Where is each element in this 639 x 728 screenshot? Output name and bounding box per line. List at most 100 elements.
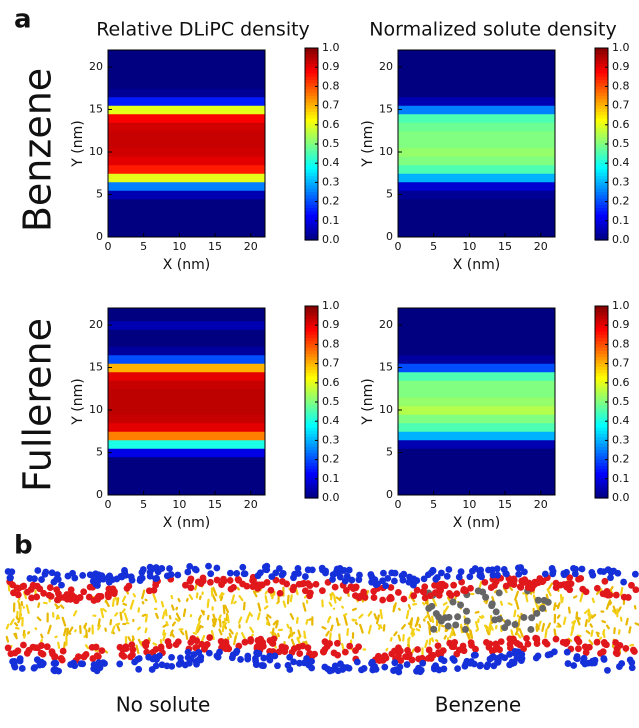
lipid-tail	[234, 602, 235, 603]
heat-band	[398, 329, 555, 338]
lipid-tail	[323, 627, 326, 628]
heat-band	[108, 440, 265, 449]
heat-band	[398, 363, 555, 372]
colorbar-tick-label: 0.4	[612, 156, 630, 169]
headgroup	[515, 564, 522, 571]
lipid-tail	[113, 599, 114, 606]
lipid-tail	[621, 618, 622, 621]
x-tick-label: 15	[498, 240, 512, 253]
headgroup	[78, 660, 85, 667]
heat-band	[398, 224, 555, 233]
headgroup	[38, 576, 45, 583]
lipid-tail	[284, 602, 286, 607]
lipid-tail	[41, 635, 42, 638]
headgroup	[400, 577, 407, 584]
headgroup	[9, 581, 16, 588]
x-axis-label: X (nm)	[453, 257, 500, 273]
lipid-tail	[306, 620, 307, 624]
headgroup	[282, 644, 289, 651]
x-tick-label: 10	[172, 498, 186, 511]
x-tick-label: 5	[140, 498, 147, 511]
lipid-tail	[20, 608, 21, 616]
headgroup	[471, 652, 478, 659]
lipid-tail	[118, 626, 120, 630]
colorbar-tick-label: 0.9	[612, 60, 630, 73]
lipid-tail	[444, 603, 447, 605]
lipid-tail	[267, 621, 268, 624]
lipid-tail	[519, 617, 520, 624]
headgroup	[335, 667, 342, 674]
headgroup	[89, 572, 96, 579]
lipid-tail	[403, 635, 404, 640]
lipid-tail	[234, 637, 236, 644]
headgroup	[391, 578, 398, 585]
y-tick-label: 20	[89, 318, 103, 331]
heat-band	[398, 312, 555, 321]
x-tick-label: 10	[172, 240, 186, 253]
headgroup	[404, 661, 411, 668]
headgroup	[254, 581, 261, 588]
heat-band	[108, 482, 265, 491]
headgroup	[419, 660, 426, 667]
lipid-tail	[167, 622, 168, 625]
lipid-tail	[514, 611, 515, 617]
lipid-tail	[266, 592, 267, 594]
headgroup	[628, 659, 635, 666]
lipid-tail	[298, 631, 299, 636]
lipid-tail	[164, 625, 167, 627]
headgroup	[153, 656, 160, 663]
headgroup	[476, 568, 483, 575]
headgroup	[425, 571, 432, 578]
y-tick-label: 10	[89, 145, 103, 158]
heat-band	[398, 182, 555, 191]
headgroup	[94, 652, 101, 659]
lipid-tail	[598, 634, 599, 636]
headgroup	[574, 636, 581, 643]
colorbar-tick-label: 0.4	[322, 156, 340, 169]
headgroup	[239, 564, 246, 571]
colorbar-tick-label: 1.0	[612, 299, 630, 312]
x-axis-label: X (nm)	[453, 515, 500, 531]
heat-band	[398, 389, 555, 398]
headgroup	[348, 577, 355, 584]
headgroup	[244, 653, 251, 660]
lipid-tail	[439, 623, 440, 631]
headgroup	[109, 576, 116, 583]
row-label: Fullerene	[16, 318, 60, 492]
headgroup	[42, 569, 49, 576]
lipid-tail	[67, 629, 68, 635]
heat-band	[398, 71, 555, 80]
colorbar-tick-label: 0.7	[612, 99, 630, 112]
headgroup	[536, 575, 543, 582]
colorbar-tick-label: 0.2	[612, 453, 630, 466]
solute	[435, 614, 442, 621]
lipid-tail	[116, 624, 119, 625]
heat-band	[108, 346, 265, 355]
headgroup	[509, 659, 516, 666]
heat-band	[398, 80, 555, 89]
headgroup	[371, 594, 378, 601]
headgroup	[368, 660, 375, 667]
lipid-tail	[391, 638, 392, 640]
lipid-tail	[163, 630, 164, 634]
colorbar-tick-label: 0.3	[612, 175, 630, 188]
heat-band	[108, 156, 265, 165]
heat-band	[398, 148, 555, 157]
headgroup	[51, 660, 58, 667]
heat-band	[108, 131, 265, 140]
headgroup	[307, 589, 314, 596]
x-tick-label: 15	[208, 498, 222, 511]
heat-band	[398, 63, 555, 72]
lipid-tail	[432, 638, 433, 641]
lipid-tail	[501, 602, 502, 605]
heat-band	[398, 406, 555, 415]
headgroup	[332, 584, 339, 591]
lipid-tail	[635, 606, 636, 608]
headgroup	[631, 648, 638, 655]
heat-band	[398, 431, 555, 440]
headgroup	[445, 566, 452, 573]
headgroup	[386, 595, 393, 602]
headgroup	[20, 642, 27, 649]
headgroup	[174, 572, 181, 579]
headgroup	[253, 661, 260, 668]
